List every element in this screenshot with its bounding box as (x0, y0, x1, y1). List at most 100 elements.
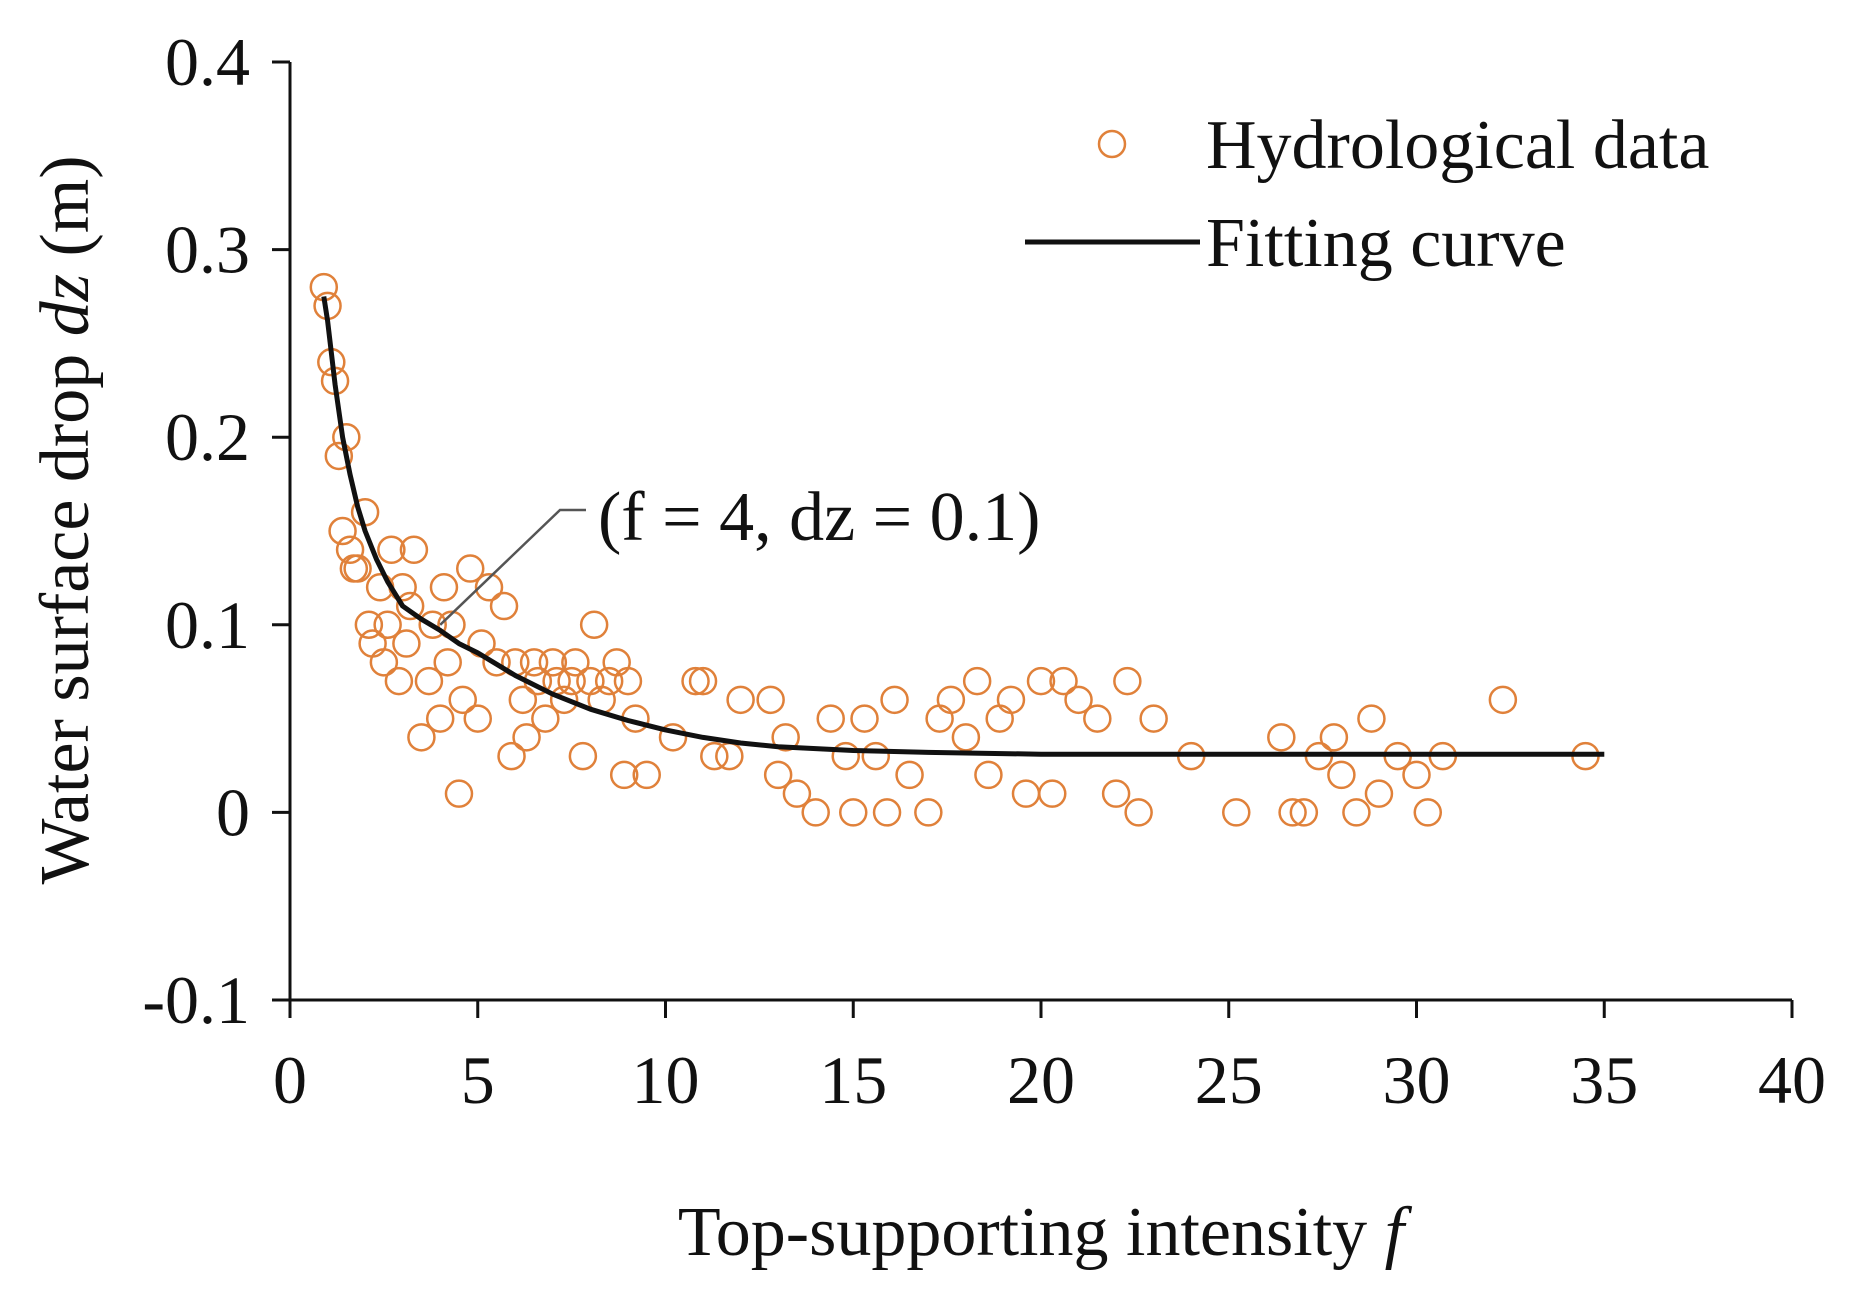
data-point (763, 760, 793, 790)
data-point (861, 741, 891, 771)
data-point (1413, 798, 1443, 827)
y-tick-label: 0.2 (165, 399, 250, 475)
data-point (568, 741, 598, 771)
data-point (1402, 760, 1431, 790)
data-point (395, 591, 425, 621)
data-point (700, 741, 729, 771)
data-point (1026, 666, 1056, 696)
data-point (343, 554, 372, 583)
data-point (392, 629, 421, 658)
data-point (951, 723, 981, 752)
data-point (463, 704, 492, 733)
data-point (407, 723, 436, 752)
data-point (519, 648, 549, 677)
data-point (549, 685, 579, 715)
data-point (658, 723, 688, 752)
data-point (831, 741, 860, 771)
data-point (1101, 779, 1131, 808)
data-point (433, 648, 462, 677)
data-point (561, 648, 590, 677)
y-axis-title-text: Water surface drop (27, 354, 104, 885)
data-point (512, 723, 541, 752)
data-point (688, 666, 718, 696)
y-tick-label: 0.3 (165, 212, 250, 288)
data-point (1327, 760, 1356, 790)
x-tick-label: 40 (1758, 1042, 1826, 1118)
data-point (497, 741, 526, 771)
fitting-curve-line (321, 296, 1605, 757)
y-axis-title: Water surface drop dz (m) (27, 155, 104, 884)
data-point (996, 685, 1026, 715)
data-point (681, 666, 710, 696)
annotation: (f = 4, dz = 0.1) (439, 479, 1040, 626)
x-ticks: 0 5 10 15 20 25 30 35 40 (273, 1000, 1826, 1118)
data-point (377, 535, 406, 565)
data-point (985, 704, 1014, 733)
data-point (609, 760, 639, 790)
data-point (914, 798, 943, 827)
data-point (489, 591, 519, 621)
legend: Hydrological data Fitting curve (1025, 107, 1709, 282)
data-point (425, 704, 455, 733)
annotation-label: (f = 4, dz = 0.1) (598, 479, 1040, 556)
data-point (1357, 704, 1386, 733)
y-ticks: -0.1 0 0.1 0.2 0.3 0.4 (142, 24, 290, 1038)
x-axis-title: Top-supporting intensity f (678, 1194, 1413, 1271)
data-point (1267, 723, 1296, 752)
data-point (455, 554, 485, 583)
annotation-leader-line (439, 508, 586, 626)
legend-marker-hydrological-data (1097, 129, 1127, 159)
x-tick-label: 25 (1195, 1042, 1263, 1118)
y-axis-title-unit: (m) (27, 155, 104, 256)
data-point (444, 779, 474, 808)
data-point (974, 760, 1003, 790)
legend-label-fitting-curve: Fitting curve (1206, 205, 1566, 282)
x-tick-label: 30 (1383, 1042, 1451, 1118)
x-tick-label: 0 (273, 1042, 307, 1118)
data-point (816, 704, 845, 733)
data-point (508, 685, 538, 715)
data-point (448, 685, 477, 715)
data-point (1278, 798, 1307, 827)
data-point (538, 648, 568, 677)
data-point (414, 666, 444, 696)
data-point (801, 798, 830, 827)
data-point (1011, 779, 1041, 808)
y-axis-title-var: dz (27, 274, 104, 336)
data-point (594, 666, 624, 696)
y-tick-label: 0 (216, 774, 250, 850)
data-point (962, 666, 992, 696)
data-point (1083, 704, 1112, 733)
data-point (418, 610, 447, 640)
x-tick-label: 15 (819, 1042, 887, 1118)
data-point (613, 666, 643, 696)
x-axis-title-var: f (1385, 1194, 1413, 1271)
data-point (925, 704, 954, 733)
data-point (872, 798, 902, 827)
axes (288, 62, 1792, 1002)
x-tick-label: 10 (632, 1042, 700, 1118)
data-point (531, 704, 560, 733)
data-point (354, 610, 384, 640)
y-tick-label: 0.1 (165, 587, 250, 663)
data-point (335, 535, 365, 565)
data-point (482, 648, 511, 677)
data-point (1113, 666, 1142, 696)
data-point (309, 272, 339, 302)
legend-label-hydrological-data: Hydrological data (1206, 107, 1709, 184)
data-point (1364, 779, 1394, 808)
data-point (936, 685, 966, 715)
data-point (579, 610, 609, 640)
data-point (1222, 798, 1251, 827)
data-point (782, 779, 812, 808)
x-tick-label: 5 (461, 1042, 495, 1118)
data-point (726, 685, 755, 715)
data-point (715, 741, 744, 771)
data-point (1064, 685, 1093, 715)
data-point (895, 760, 924, 790)
data-point (384, 666, 414, 696)
data-point (358, 629, 387, 658)
data-point (880, 685, 909, 715)
data-point (1049, 666, 1078, 696)
